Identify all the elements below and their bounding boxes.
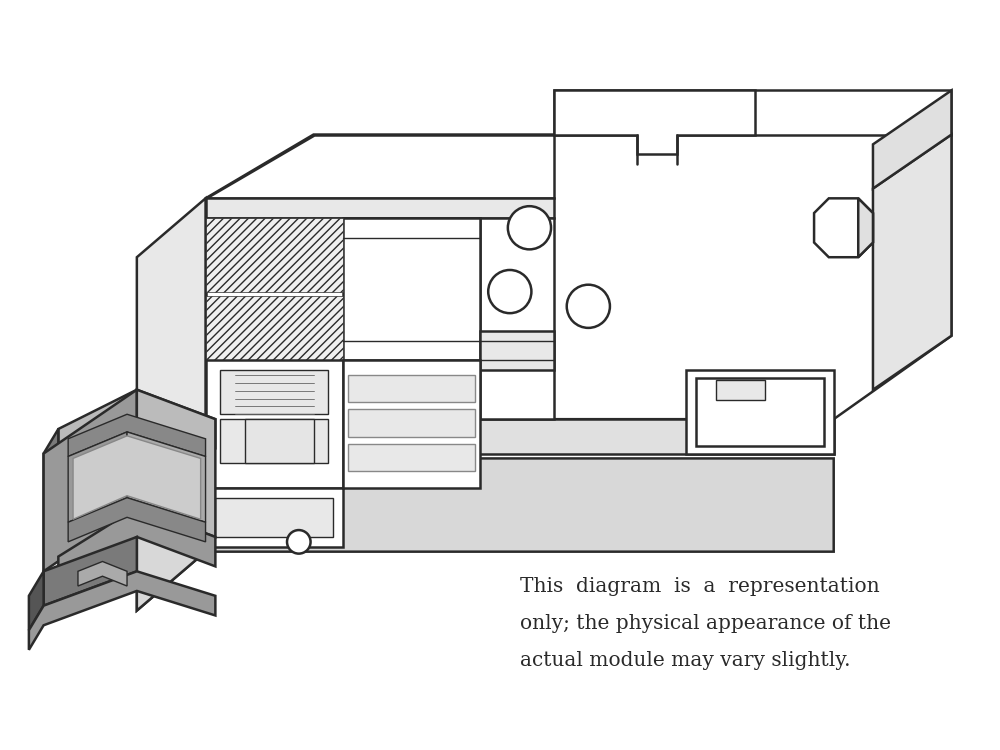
Polygon shape [68,414,206,457]
Polygon shape [206,198,554,218]
Circle shape [287,530,311,554]
Polygon shape [44,390,137,572]
Polygon shape [480,331,554,370]
Polygon shape [554,90,951,134]
Polygon shape [696,378,824,446]
Polygon shape [137,198,206,478]
Polygon shape [29,572,215,650]
Polygon shape [68,432,127,522]
Polygon shape [206,419,834,454]
Circle shape [488,270,531,314]
Polygon shape [73,436,201,519]
Polygon shape [68,498,206,542]
Polygon shape [78,562,127,586]
Polygon shape [220,370,328,414]
Polygon shape [58,390,215,478]
Polygon shape [220,419,328,464]
Polygon shape [206,360,343,488]
Polygon shape [127,432,206,522]
Polygon shape [343,218,480,360]
Polygon shape [206,134,951,419]
Polygon shape [137,419,206,610]
Polygon shape [44,537,137,606]
Text: only; the physical appearance of the: only; the physical appearance of the [520,614,891,633]
Polygon shape [206,488,343,547]
Polygon shape [348,444,475,471]
Polygon shape [348,375,475,403]
Polygon shape [137,458,834,610]
Polygon shape [686,370,834,454]
Text: This  diagram  is  a  representation: This diagram is a representation [520,577,879,596]
Polygon shape [554,90,755,154]
Polygon shape [343,360,480,488]
Polygon shape [480,218,554,419]
Polygon shape [215,498,333,537]
Polygon shape [206,296,343,360]
Polygon shape [245,419,314,464]
Polygon shape [44,429,58,572]
Polygon shape [814,198,873,257]
Circle shape [508,206,551,249]
Polygon shape [137,390,215,537]
Polygon shape [206,218,480,419]
Circle shape [567,285,610,328]
Polygon shape [206,218,343,292]
Polygon shape [873,134,951,390]
Polygon shape [29,572,44,630]
Text: actual module may vary slightly.: actual module may vary slightly. [520,651,850,670]
Polygon shape [716,380,765,400]
Polygon shape [206,134,554,198]
Polygon shape [348,410,475,436]
Polygon shape [858,198,873,257]
Polygon shape [58,508,215,586]
Polygon shape [873,90,951,188]
